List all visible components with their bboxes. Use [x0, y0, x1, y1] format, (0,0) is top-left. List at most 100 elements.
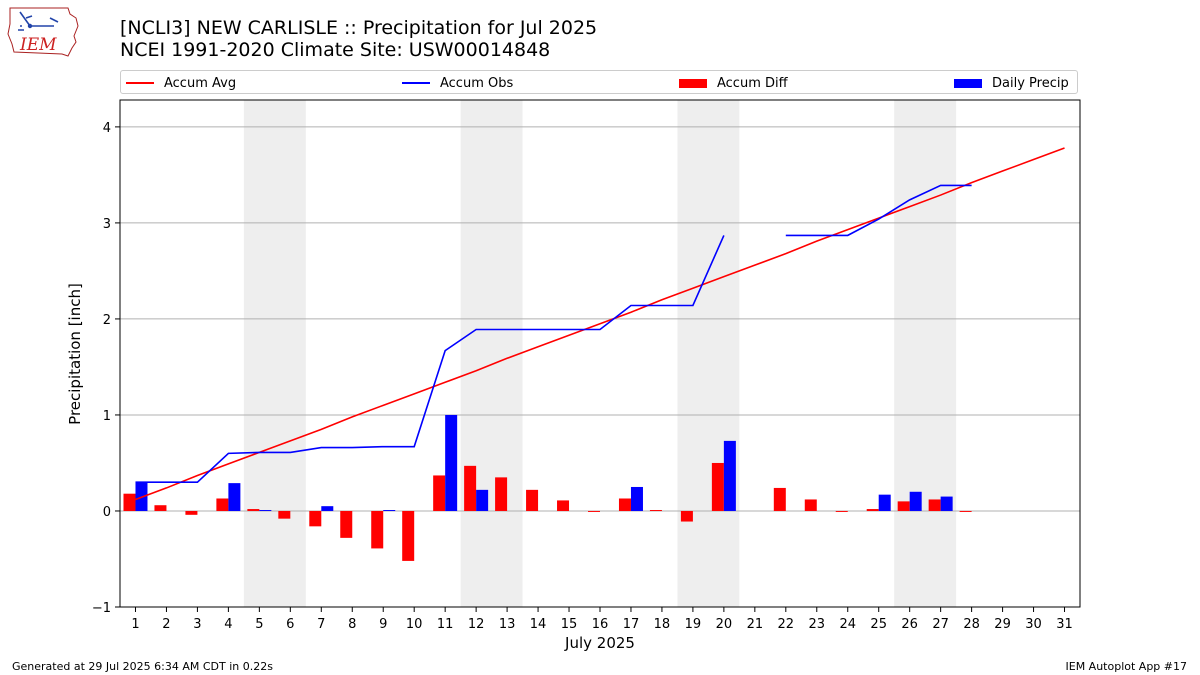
y-tick-label-0: 0 — [103, 505, 111, 520]
accum-diff-bar-day-9 — [371, 510, 384, 549]
legend-swatch-accum-obs — [402, 82, 430, 84]
legend-label-accum-diff: Accum Diff — [717, 75, 788, 91]
accum-diff-bar-day-2 — [154, 505, 167, 511]
x-tick-label-17: 17 — [623, 617, 640, 632]
logo-text: IEM — [19, 35, 57, 55]
legend-label-accum-obs: Accum Obs — [440, 75, 514, 91]
x-tick-label-6: 6 — [286, 617, 294, 632]
x-tick-label-10: 10 — [406, 617, 423, 632]
x-tick-label-16: 16 — [592, 617, 609, 632]
accum-obs-line-segment-1 — [135, 235, 725, 483]
y-tick-label--1: −1 — [92, 601, 111, 616]
weekend-band-3 — [677, 100, 740, 607]
weekend-band-1 — [243, 100, 306, 607]
accum-diff-bar-day-25 — [866, 509, 879, 511]
daily-precip-bar-day-9 — [383, 510, 396, 511]
legend-swatch-daily-precip — [954, 78, 982, 88]
x-tick-label-15: 15 — [561, 617, 578, 632]
legend-label-accum-avg: Accum Avg — [164, 75, 237, 91]
x-tick-label-29: 29 — [994, 617, 1011, 632]
y-tick-label-2: 2 — [103, 313, 111, 328]
daily-precip-bar-day-26 — [909, 491, 922, 511]
x-tick-label-4: 4 — [224, 617, 232, 632]
x-tick-label-18: 18 — [654, 617, 671, 632]
generated-timestamp: Generated at 29 Jul 2025 6:34 AM CDT in … — [12, 660, 273, 673]
x-tick-label-7: 7 — [317, 617, 325, 632]
accum-diff-bar-day-13 — [495, 477, 508, 511]
y-axis-label: Precipitation [inch] — [66, 283, 84, 425]
x-tick-label-3: 3 — [193, 617, 201, 632]
accum-avg-line-segment-1 — [135, 147, 1065, 501]
x-tick-label-14: 14 — [530, 617, 547, 632]
daily-precip-bar-day-27 — [940, 496, 953, 511]
accum-diff-bar-day-8 — [340, 510, 353, 538]
y-tick-label-1: 1 — [103, 409, 111, 424]
y-tick-label-4: 4 — [103, 121, 111, 136]
x-tick-label-25: 25 — [870, 617, 887, 632]
accum-diff-bar-day-5 — [247, 509, 260, 511]
x-tick-label-12: 12 — [468, 617, 485, 632]
x-tick-label-13: 13 — [499, 617, 516, 632]
x-tick-label-11: 11 — [437, 617, 454, 632]
x-tick-label-23: 23 — [809, 617, 826, 632]
y-tick-label-3: 3 — [103, 217, 111, 232]
daily-precip-bar-day-5 — [259, 510, 272, 511]
accum-diff-bar-day-7 — [309, 510, 322, 527]
daily-precip-bar-day-11 — [445, 414, 458, 511]
accum-diff-bar-day-28 — [959, 510, 972, 512]
x-tick-label-2: 2 — [162, 617, 170, 632]
accum-diff-bar-day-4 — [216, 498, 229, 511]
accum-diff-bar-day-22 — [773, 487, 786, 511]
daily-precip-bar-day-12 — [476, 489, 489, 511]
daily-precip-bar-day-7 — [321, 506, 334, 511]
chart-title: [NCLI3] NEW CARLISLE :: Precipitation fo… — [120, 17, 598, 39]
x-tick-label-8: 8 — [348, 617, 356, 632]
daily-precip-bar-day-4 — [228, 483, 241, 511]
x-tick-label-9: 9 — [379, 617, 387, 632]
legend-swatch-accum-diff — [679, 78, 707, 88]
x-tick-label-21: 21 — [747, 617, 764, 632]
accum-diff-bar-day-19 — [680, 510, 693, 522]
accum-diff-bar-day-27 — [928, 499, 941, 511]
app-credit: IEM Autoplot App #17 — [1065, 660, 1188, 673]
x-tick-label-26: 26 — [901, 617, 918, 632]
daily-precip-bar-day-20 — [723, 440, 736, 511]
legend-item-accum-avg: Accum Avg — [126, 74, 236, 92]
accum-diff-bar-day-17 — [618, 498, 631, 511]
accum-diff-bar-day-20 — [711, 462, 724, 511]
accum-diff-bar-day-10 — [402, 510, 415, 561]
x-tick-label-1: 1 — [131, 617, 139, 632]
accum-diff-bar-day-14 — [526, 489, 539, 511]
accum-diff-bar-day-6 — [278, 510, 291, 519]
accum-diff-bar-day-15 — [557, 500, 570, 511]
legend-item-accum-obs: Accum Obs — [402, 74, 513, 92]
iem-logo: IEM — [7, 7, 79, 57]
chart-subtitle: NCEI 1991-2020 Climate Site: USW00014848 — [120, 39, 551, 61]
accum-diff-bar-day-1 — [123, 493, 136, 511]
accum-diff-bar-day-23 — [804, 499, 817, 511]
x-tick-label-20: 20 — [716, 617, 733, 632]
accum-obs-line-segment-2 — [785, 184, 972, 237]
legend-label-daily-precip: Daily Precip — [992, 75, 1069, 91]
x-axis-label: July 2025 — [565, 634, 635, 652]
legend-swatch-accum-avg — [126, 82, 154, 84]
x-tick-label-22: 22 — [778, 617, 795, 632]
x-tick-label-28: 28 — [963, 617, 980, 632]
x-tick-label-31: 31 — [1056, 617, 1073, 632]
legend: Accum Avg Accum Obs Accum Diff Daily Pre… — [120, 70, 1078, 94]
accum-diff-bar-day-3 — [185, 510, 198, 515]
accum-diff-bar-day-24 — [835, 510, 848, 512]
x-tick-label-19: 19 — [685, 617, 702, 632]
accum-diff-bar-day-26 — [897, 501, 910, 511]
accum-diff-bar-day-18 — [649, 510, 662, 511]
weekend-band-2 — [460, 100, 523, 607]
daily-precip-bar-day-25 — [878, 494, 891, 511]
accum-diff-bar-day-12 — [464, 465, 477, 511]
legend-item-daily-precip: Daily Precip — [954, 74, 1069, 92]
x-tick-label-30: 30 — [1025, 617, 1042, 632]
x-tick-label-24: 24 — [839, 617, 856, 632]
accum-diff-bar-day-11 — [433, 475, 446, 511]
weather-station-icon — [18, 11, 59, 31]
weekend-band-4 — [894, 100, 957, 607]
